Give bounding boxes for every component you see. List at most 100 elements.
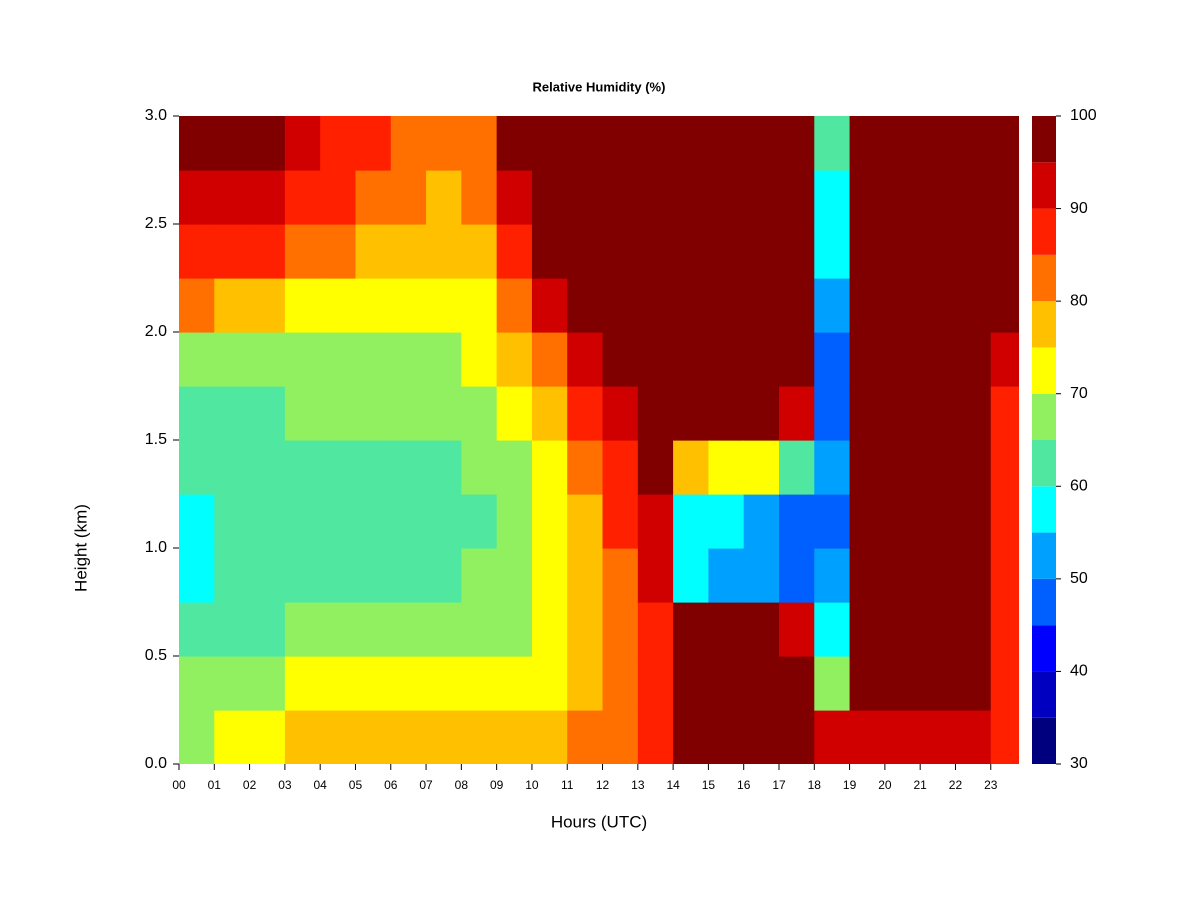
contour-cell bbox=[955, 494, 992, 549]
contour-cell bbox=[637, 170, 674, 225]
contour-cell bbox=[602, 332, 639, 387]
contour-cell bbox=[743, 386, 780, 441]
contour-cell bbox=[814, 710, 851, 764]
contour-cell bbox=[496, 602, 533, 657]
contour-cell bbox=[567, 116, 604, 171]
x-tick-label: 23 bbox=[984, 778, 998, 792]
contour-cell bbox=[673, 656, 710, 711]
contour-cell bbox=[779, 548, 815, 603]
contour-cell bbox=[179, 440, 215, 495]
contour-cell bbox=[849, 224, 886, 279]
contour-cell bbox=[461, 440, 498, 495]
colorbar-tick-label: 50 bbox=[1070, 570, 1088, 587]
contour-cell bbox=[673, 224, 710, 279]
contour-cell bbox=[284, 710, 321, 764]
contour-cell bbox=[779, 332, 815, 387]
contour-cell bbox=[602, 170, 639, 225]
contour-cell bbox=[461, 656, 498, 711]
contour-cell bbox=[320, 386, 357, 441]
contour-cell bbox=[849, 602, 886, 657]
contour-cell bbox=[708, 170, 745, 225]
contour-cell bbox=[708, 332, 745, 387]
contour-cell bbox=[602, 548, 639, 603]
contour-cell bbox=[637, 332, 674, 387]
contour-cell bbox=[390, 710, 427, 764]
y-tick-label: 1.5 bbox=[145, 431, 167, 448]
contour-cell bbox=[708, 602, 745, 657]
contour-cell bbox=[955, 224, 992, 279]
contour-cell bbox=[708, 548, 745, 603]
contour-cell bbox=[884, 224, 921, 279]
contour-cell bbox=[673, 494, 710, 549]
contour-cell bbox=[496, 386, 533, 441]
contour-cell bbox=[602, 440, 639, 495]
contour-cell bbox=[602, 116, 639, 171]
contour-cell bbox=[814, 440, 851, 495]
contour-cell bbox=[355, 602, 392, 657]
contour-cell bbox=[320, 278, 357, 333]
contour-cell bbox=[390, 548, 427, 603]
contour-cell bbox=[673, 278, 710, 333]
contour-cell bbox=[214, 656, 251, 711]
contour-cell bbox=[955, 548, 992, 603]
contour-cell bbox=[814, 116, 851, 171]
contour-cell bbox=[779, 386, 815, 441]
contour-cell bbox=[496, 332, 533, 387]
contour-cell bbox=[531, 278, 568, 333]
contour-cell bbox=[284, 224, 321, 279]
contour-cell bbox=[179, 386, 215, 441]
contour-cell bbox=[461, 224, 498, 279]
contour-cell bbox=[708, 116, 745, 171]
contour-cell bbox=[920, 386, 957, 441]
contour-cell bbox=[567, 170, 604, 225]
contour-cell bbox=[884, 116, 921, 171]
x-tick-label: 02 bbox=[243, 778, 257, 792]
contour-cell bbox=[990, 224, 1019, 279]
contour-cell bbox=[920, 170, 957, 225]
contour-cell bbox=[496, 278, 533, 333]
contour-cell bbox=[884, 332, 921, 387]
contour-cell bbox=[214, 494, 251, 549]
contour-cell bbox=[743, 548, 780, 603]
contour-cell bbox=[284, 278, 321, 333]
contour-cell bbox=[990, 656, 1019, 711]
contour-cell bbox=[496, 116, 533, 171]
contour-cell bbox=[779, 656, 815, 711]
contour-cell bbox=[284, 332, 321, 387]
contour-cell bbox=[849, 170, 886, 225]
colorbar-tick-label: 70 bbox=[1070, 385, 1088, 402]
x-tick-label: 14 bbox=[666, 778, 680, 792]
contour-cell bbox=[814, 494, 851, 549]
contour-cell bbox=[461, 602, 498, 657]
contour-cell bbox=[461, 494, 498, 549]
contour-cell bbox=[955, 656, 992, 711]
contour-cell bbox=[179, 548, 215, 603]
contour-cell bbox=[920, 548, 957, 603]
contour-cell bbox=[355, 548, 392, 603]
contour-cell bbox=[320, 494, 357, 549]
contour-cell bbox=[320, 224, 357, 279]
contour-cell bbox=[426, 440, 462, 495]
x-tick-label: 09 bbox=[490, 778, 504, 792]
contour-cell bbox=[990, 494, 1019, 549]
contour-cell bbox=[743, 710, 780, 764]
contour-cell bbox=[955, 440, 992, 495]
contour-cell bbox=[355, 440, 392, 495]
contour-cell bbox=[920, 116, 957, 171]
contour-cell bbox=[990, 386, 1019, 441]
contour-cell bbox=[884, 170, 921, 225]
contour-cell bbox=[390, 440, 427, 495]
colorbar-swatch bbox=[1032, 671, 1056, 718]
contour-cell bbox=[884, 548, 921, 603]
contour-cell bbox=[849, 710, 886, 764]
contour-cell bbox=[708, 494, 745, 549]
contour-cell bbox=[284, 602, 321, 657]
contour-cell bbox=[214, 710, 251, 764]
contour-cell bbox=[637, 602, 674, 657]
plot-area bbox=[179, 116, 1019, 764]
contour-cell bbox=[461, 548, 498, 603]
contour-cell bbox=[779, 224, 815, 279]
x-tick-label: 22 bbox=[949, 778, 963, 792]
contour-cell bbox=[779, 602, 815, 657]
contour-cell bbox=[355, 116, 392, 171]
